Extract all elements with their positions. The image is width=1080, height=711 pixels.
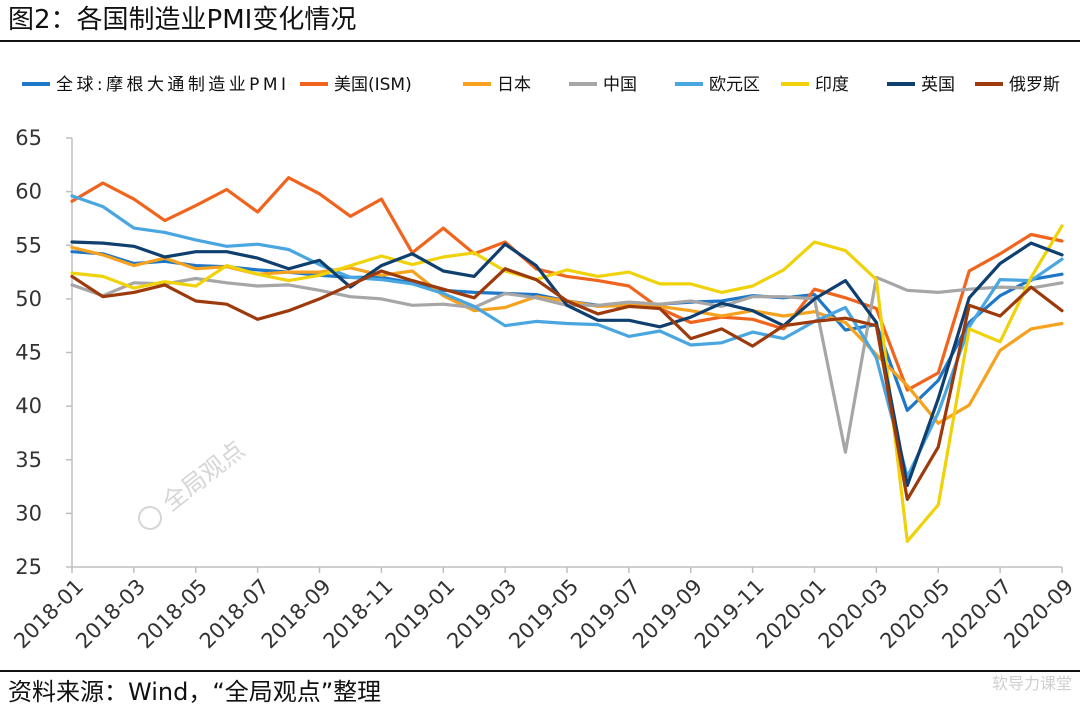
series-line — [70, 176, 1064, 392]
legend-label: 中国 — [603, 75, 637, 95]
y-tick-label: 30 — [15, 501, 42, 525]
wechat-icon — [138, 506, 162, 530]
watermark: 全局观点 — [138, 436, 250, 530]
legend-label: 欧元区 — [709, 75, 760, 95]
legend-label: 美国(ISM) — [334, 75, 412, 95]
line-chart: 全球:摩根大通制造业PMI 美国(ISM) 日本 中国 欧元区 印度 英国 俄罗斯 25 30 3… — [9, 75, 1078, 653]
series-line — [70, 224, 1064, 543]
y-tick-label: 45 — [15, 341, 42, 365]
y-tick-label: 60 — [15, 180, 42, 204]
legend-label: 全球:摩根大通制造业PMI — [56, 75, 286, 95]
watermark-text: 全局观点 — [157, 436, 250, 517]
footer-divider — [0, 670, 1080, 672]
chart-series — [70, 176, 1064, 543]
corner-stamp: 软导力课堂 — [991, 674, 1072, 693]
chart-legend: 全球:摩根大通制造业PMI 美国(ISM) 日本 中国 欧元区 印度 英国 俄罗斯 — [22, 75, 1060, 95]
legend-label: 俄罗斯 — [1009, 75, 1060, 95]
chart-axes: 2530354045505560652018-012018-032018-052… — [9, 126, 1078, 653]
title-divider — [0, 40, 1080, 42]
series-line — [70, 267, 1064, 501]
series-line — [70, 194, 1064, 479]
y-tick-label: 50 — [15, 287, 42, 311]
y-tick-label: 40 — [15, 394, 42, 418]
legend-label: 英国 — [921, 75, 955, 95]
page-title: 图2：各国制造业PMI变化情况 — [8, 5, 357, 35]
y-tick-label: 35 — [15, 448, 42, 472]
series-line — [70, 240, 1064, 488]
series-line — [70, 245, 1064, 425]
source-note: 资料来源：Wind，“全局观点”整理 — [8, 678, 382, 706]
y-tick-label: 25 — [15, 555, 42, 579]
y-tick-label: 65 — [15, 126, 42, 150]
legend-label: 日本 — [497, 75, 531, 95]
y-tick-label: 55 — [15, 233, 42, 257]
legend-label: 印度 — [815, 75, 849, 95]
